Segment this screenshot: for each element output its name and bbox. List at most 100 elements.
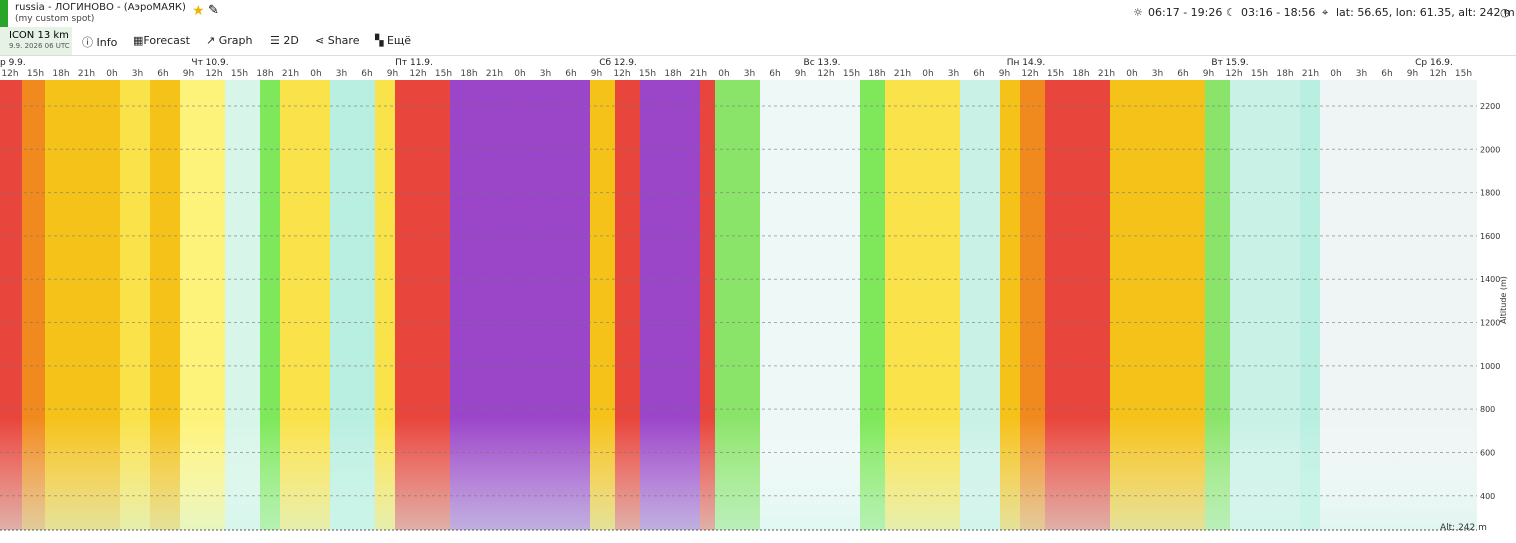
hour-label: 6h (769, 69, 780, 79)
pin-icon: ⌖ (1322, 6, 1329, 19)
graph-button[interactable]: ↗ Graph (206, 34, 253, 47)
altitude-tick-label: 400 (1480, 492, 1495, 501)
hour-label: 3h (540, 69, 551, 79)
hour-label: 0h (514, 69, 525, 79)
axis-label: Altitude (m) (1499, 276, 1508, 324)
hour-label: 21h (486, 69, 503, 79)
hour-label: 3h (1152, 69, 1163, 79)
label: Share (327, 34, 360, 47)
hour-label: 6h (565, 69, 576, 79)
altitude-tick-label: 2000 (1480, 145, 1500, 154)
day-label: Чт 10.9. (191, 58, 228, 68)
hour-label: 9h (183, 69, 194, 79)
star-icon[interactable]: ★ (192, 3, 205, 19)
hour-label: 6h (1177, 69, 1188, 79)
sun-times: 06:17 - 19:26 (1148, 6, 1223, 19)
altitude-tick-label: 1400 (1480, 275, 1500, 284)
forecast-button[interactable]: ▦Forecast (133, 34, 190, 47)
altitude-tick-label: 1600 (1480, 232, 1500, 241)
hour-label: 12h (1429, 69, 1446, 79)
hour-label: 21h (894, 69, 911, 79)
hour-label: 12h (817, 69, 834, 79)
hour-label: 15h (1047, 69, 1064, 79)
hour-label: 12h (1225, 69, 1242, 79)
model-run: 9.9. 2026 06 UTC (9, 42, 70, 50)
hour-label: 12h (205, 69, 222, 79)
hour-label: 3h (132, 69, 143, 79)
hour-label: 18h (664, 69, 681, 79)
hour-label: 21h (78, 69, 95, 79)
day-label: Пн 14.9. (1007, 58, 1045, 68)
hour-label: 18h (52, 69, 69, 79)
hour-label: 18h (460, 69, 477, 79)
spot-subtitle: (my custom spot) (15, 14, 95, 24)
hour-label: 21h (282, 69, 299, 79)
altitude-tick-label: 600 (1480, 448, 1495, 457)
location: lat: 56.65, lon: 61.35, alt: 242 m (1336, 6, 1515, 19)
day-label: Пт 11.9. (395, 58, 433, 68)
hour-label: 15h (1251, 69, 1268, 79)
day-label: Сб 12.9. (599, 58, 637, 68)
hour-label: 18h (256, 69, 273, 79)
toolbar: ICON 13 km 9.9. 2026 06 UTC ⓘ Info ▦Fore… (0, 27, 1516, 56)
day-label: Вс 13.9. (804, 58, 841, 68)
moon-times: 03:16 - 18:56 (1241, 6, 1316, 19)
hour-label: 21h (1098, 69, 1115, 79)
model-select[interactable]: ICON 13 km 9.9. 2026 06 UTC (0, 27, 72, 55)
hour-label: 6h (361, 69, 372, 79)
hour-label: 3h (1356, 69, 1367, 79)
hour-label: 3h (744, 69, 755, 79)
sun-icon: ☼ (1133, 6, 1143, 19)
header: russia - ЛОГИНОВО - (АэроМАЯК) ★ ✎ (my c… (0, 0, 1516, 27)
label: Graph (218, 34, 253, 47)
altitude-tick-label: 2200 (1480, 102, 1500, 111)
info-button[interactable]: ⓘ Info (82, 36, 118, 49)
hour-label: 9h (1203, 69, 1214, 79)
hour-label: 15h (231, 69, 248, 79)
label: Info (96, 36, 118, 49)
hour-label: 15h (639, 69, 656, 79)
hour-label: 15h (435, 69, 452, 79)
altitude-tick-label: 1800 (1480, 189, 1500, 198)
hour-label: 0h (1126, 69, 1137, 79)
clock-icon[interactable]: ◷ (1500, 6, 1510, 19)
hour-label: 9h (795, 69, 806, 79)
hour-label: 15h (27, 69, 44, 79)
hour-label: 18h (868, 69, 885, 79)
hour-label: 15h (1455, 69, 1472, 79)
2d-button[interactable]: ☰ 2D (270, 34, 299, 47)
hour-label: 3h (336, 69, 347, 79)
hour-label: 0h (310, 69, 321, 79)
hour-label: 9h (999, 69, 1010, 79)
more-button[interactable]: ▚ Ещё (375, 34, 412, 47)
hour-label: 6h (1381, 69, 1392, 79)
hour-label: 3h (948, 69, 959, 79)
hour-label: 12h (409, 69, 426, 79)
hour-label: 18h (1072, 69, 1089, 79)
ground-fade (0, 80, 1477, 530)
hour-label: 0h (1330, 69, 1341, 79)
hour-label: 18h (1276, 69, 1293, 79)
hour-label: 0h (922, 69, 933, 79)
hour-label: 0h (106, 69, 117, 79)
hour-label: 12h (1, 69, 18, 79)
hour-label: 0h (718, 69, 729, 79)
ground-label: Alt: 242 m (1440, 523, 1487, 533)
altitude-tick-label: 1200 (1480, 319, 1500, 328)
hour-label: 9h (387, 69, 398, 79)
day-label: Вт 15.9. (1211, 58, 1248, 68)
edit-icon[interactable]: ✎ (208, 3, 219, 18)
label: Forecast (143, 34, 190, 47)
hour-label: 6h (157, 69, 168, 79)
hour-label: 12h (1021, 69, 1038, 79)
hour-label: 9h (591, 69, 602, 79)
day-label: Ср 16.9. (1415, 58, 1453, 68)
hour-label: 21h (1302, 69, 1319, 79)
spot-title[interactable]: russia - ЛОГИНОВО - (АэроМАЯК) (15, 2, 186, 13)
share-button[interactable]: ⋖ Share (315, 34, 360, 47)
spot-marker (0, 0, 8, 27)
hour-label: 15h (843, 69, 860, 79)
hour-label: 9h (1407, 69, 1418, 79)
